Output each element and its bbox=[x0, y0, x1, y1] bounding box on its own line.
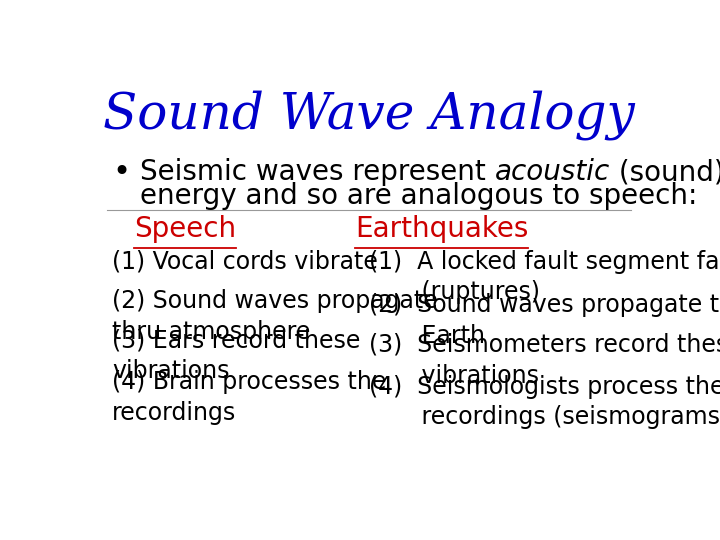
Text: Sound Wave Analogy: Sound Wave Analogy bbox=[103, 90, 635, 140]
Text: (4)  Seismologists process these
       recordings (seismograms): (4) Seismologists process these recordin… bbox=[369, 375, 720, 429]
Text: (3)  Seismometers record these
       vibrations: (3) Seismometers record these vibrations bbox=[369, 333, 720, 388]
Text: (4) Brain processes the
recordings: (4) Brain processes the recordings bbox=[112, 370, 387, 425]
Text: (sound): (sound) bbox=[610, 158, 720, 186]
Text: Earthquakes: Earthquakes bbox=[355, 215, 528, 244]
Text: (2)  Sound waves propagate thru the
       Earth: (2) Sound waves propagate thru the Earth bbox=[369, 294, 720, 348]
Text: Speech: Speech bbox=[134, 215, 236, 244]
Text: •: • bbox=[112, 158, 130, 187]
Text: Seismic waves represent: Seismic waves represent bbox=[140, 158, 495, 186]
Text: (2) Sound waves propagate
thru atmosphere: (2) Sound waves propagate thru atmospher… bbox=[112, 289, 438, 344]
Text: (1)  A locked fault segment fails
       (ruptures): (1) A locked fault segment fails (ruptur… bbox=[369, 250, 720, 305]
Text: acoustic: acoustic bbox=[495, 158, 610, 186]
Text: energy and so are analogous to speech:: energy and so are analogous to speech: bbox=[140, 182, 698, 210]
Text: (1) Vocal cords vibrate: (1) Vocal cords vibrate bbox=[112, 250, 378, 274]
Text: (3) Ears record these
vibrations: (3) Ears record these vibrations bbox=[112, 329, 361, 383]
